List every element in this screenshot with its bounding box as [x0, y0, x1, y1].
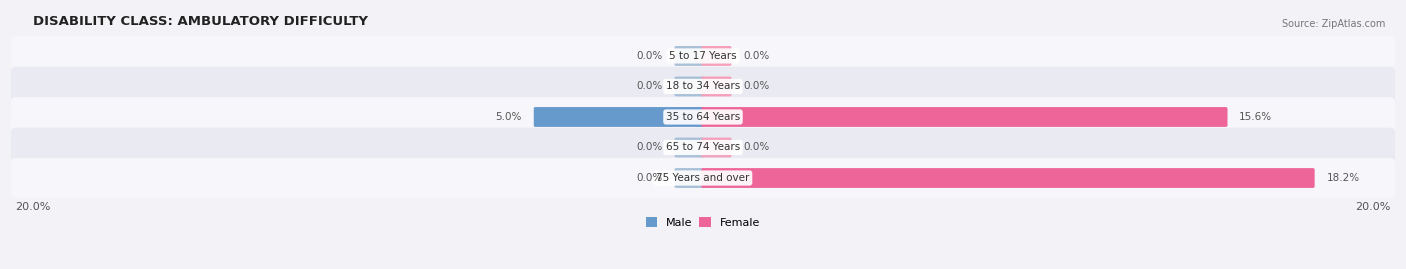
FancyBboxPatch shape [702, 107, 1227, 127]
FancyBboxPatch shape [702, 137, 731, 157]
FancyBboxPatch shape [675, 46, 704, 66]
FancyBboxPatch shape [702, 168, 1315, 188]
FancyBboxPatch shape [11, 97, 1395, 137]
FancyBboxPatch shape [534, 107, 704, 127]
Text: 0.0%: 0.0% [637, 82, 662, 91]
FancyBboxPatch shape [702, 46, 731, 66]
Text: 18 to 34 Years: 18 to 34 Years [666, 82, 740, 91]
FancyBboxPatch shape [675, 137, 704, 157]
FancyBboxPatch shape [675, 168, 704, 188]
Text: 0.0%: 0.0% [637, 51, 662, 61]
Text: DISABILITY CLASS: AMBULATORY DIFFICULTY: DISABILITY CLASS: AMBULATORY DIFFICULTY [32, 15, 368, 28]
Text: 15.6%: 15.6% [1239, 112, 1272, 122]
Text: 5.0%: 5.0% [496, 112, 522, 122]
Legend: Male, Female: Male, Female [647, 217, 759, 228]
Text: 0.0%: 0.0% [744, 143, 769, 153]
Text: 65 to 74 Years: 65 to 74 Years [666, 143, 740, 153]
Text: 0.0%: 0.0% [744, 51, 769, 61]
Text: 0.0%: 0.0% [637, 143, 662, 153]
Text: 35 to 64 Years: 35 to 64 Years [666, 112, 740, 122]
FancyBboxPatch shape [11, 128, 1395, 167]
Text: 0.0%: 0.0% [637, 173, 662, 183]
Text: 75 Years and over: 75 Years and over [657, 173, 749, 183]
FancyBboxPatch shape [675, 77, 704, 96]
Text: 18.2%: 18.2% [1326, 173, 1360, 183]
Text: Source: ZipAtlas.com: Source: ZipAtlas.com [1281, 19, 1385, 29]
FancyBboxPatch shape [11, 158, 1395, 198]
Text: 0.0%: 0.0% [744, 82, 769, 91]
FancyBboxPatch shape [702, 77, 731, 96]
Text: 5 to 17 Years: 5 to 17 Years [669, 51, 737, 61]
FancyBboxPatch shape [11, 36, 1395, 76]
FancyBboxPatch shape [11, 67, 1395, 106]
